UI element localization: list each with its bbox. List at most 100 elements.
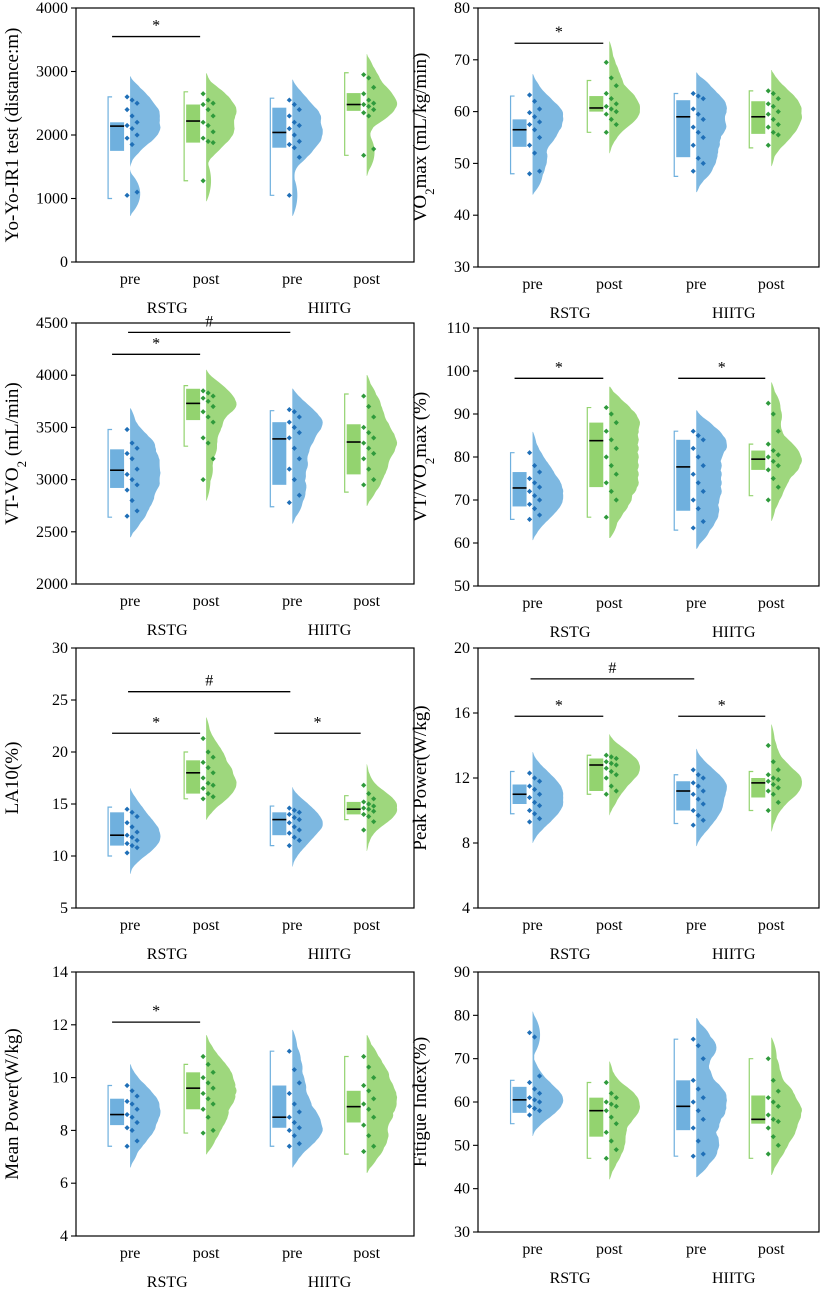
data-point	[361, 393, 367, 399]
data-point	[210, 1127, 216, 1133]
x-group-label: RSTG	[550, 305, 591, 322]
x-category-label: post	[596, 917, 623, 934]
data-point	[291, 1101, 297, 1107]
data-point	[690, 106, 696, 112]
data-point	[765, 807, 771, 814]
whisker	[344, 795, 349, 821]
data-point	[603, 111, 609, 117]
data-point	[603, 1129, 609, 1135]
significance-marker: *	[718, 359, 726, 376]
data-point	[291, 445, 297, 451]
data-point	[286, 1127, 292, 1133]
data-point	[124, 1111, 130, 1118]
data-point	[129, 440, 135, 446]
data-point	[296, 1109, 302, 1115]
half-violin	[292, 79, 323, 216]
data-point	[361, 805, 367, 811]
data-point	[366, 430, 372, 436]
data-point	[129, 497, 135, 504]
plot-frame	[75, 322, 415, 585]
data-point	[134, 508, 140, 514]
data-point	[124, 820, 130, 826]
data-point	[770, 103, 776, 110]
data-point	[291, 1133, 297, 1139]
data-point	[608, 463, 614, 469]
data-point	[286, 805, 292, 811]
data-point	[366, 813, 372, 820]
data-point	[296, 817, 302, 823]
iqr-box	[512, 472, 527, 507]
y-tick-label: 15	[52, 796, 68, 813]
data-point	[690, 497, 696, 503]
data-point	[124, 426, 130, 433]
data-point	[286, 141, 292, 148]
iqr-box	[346, 424, 361, 475]
iqr-box	[272, 422, 287, 485]
data-point	[286, 1114, 292, 1120]
y-tick-label: 25	[52, 692, 68, 709]
whisker	[673, 430, 679, 531]
data-point	[134, 100, 140, 106]
data-point	[361, 440, 367, 446]
data-point	[134, 132, 140, 138]
data-point	[296, 809, 302, 815]
plot-frame	[75, 971, 415, 1237]
y-tick-label: 40	[454, 1181, 470, 1198]
data-point	[361, 1148, 367, 1155]
data-point	[700, 437, 706, 443]
data-point	[613, 1147, 619, 1153]
data-point	[695, 796, 701, 802]
data-point	[361, 827, 367, 833]
half-violin	[609, 1061, 640, 1180]
data-point	[531, 1097, 538, 1103]
data-point	[603, 775, 609, 781]
iqr-box	[676, 439, 691, 511]
data-point	[695, 772, 701, 778]
data-point	[286, 811, 292, 817]
data-point	[134, 119, 140, 125]
half-violin	[130, 408, 161, 538]
data-point	[371, 435, 377, 441]
y-tick-label: 4000	[36, 367, 68, 384]
half-violin	[366, 1035, 398, 1173]
data-point	[603, 514, 609, 520]
half-violin	[206, 369, 237, 501]
data-point	[129, 809, 135, 815]
whisker	[107, 96, 113, 200]
iqr-box	[346, 93, 361, 111]
x-group-label: RSTG	[550, 1270, 591, 1287]
x-category-label: pre	[282, 917, 302, 934]
y-tick-label: 70	[454, 1051, 470, 1068]
y-tick-label: 2000	[36, 576, 68, 593]
data-point	[765, 142, 771, 148]
data-point	[690, 807, 696, 814]
data-point	[526, 1079, 533, 1086]
data-point	[361, 456, 367, 462]
x-group-label: RSTG	[550, 946, 591, 963]
data-point	[200, 1130, 206, 1136]
plot-frame	[75, 647, 415, 909]
data-point	[603, 1099, 609, 1105]
data-point	[770, 1134, 776, 1140]
data-point	[134, 445, 140, 451]
data-point	[124, 94, 130, 100]
data-point	[690, 525, 696, 531]
data-point	[210, 754, 216, 760]
data-point	[526, 171, 533, 177]
chart-panel: 50 60 70 80 90 100 110 VT/VO2max (%) pre post pre p…	[410, 320, 820, 641]
data-point	[765, 1056, 771, 1062]
data-point	[129, 126, 135, 132]
data-point	[770, 475, 776, 482]
significance-marker: *	[718, 697, 726, 714]
data-point	[296, 1141, 302, 1147]
data-point	[536, 469, 543, 475]
x-category-label: post	[193, 271, 220, 288]
data-point	[366, 113, 372, 119]
data-point	[700, 1056, 706, 1062]
data-point	[200, 388, 206, 394]
data-point	[124, 806, 130, 812]
y-tick-label: 50	[454, 155, 470, 172]
data-point	[765, 772, 771, 778]
data-point	[291, 807, 297, 813]
